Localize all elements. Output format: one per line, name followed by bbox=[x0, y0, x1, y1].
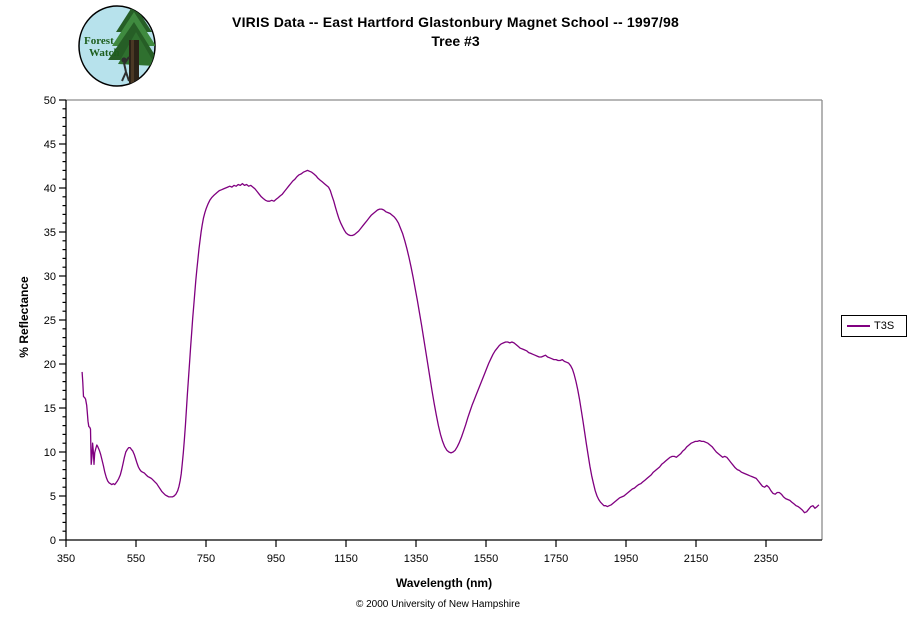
series-line-T3S bbox=[81, 169, 820, 514]
x-tick-label: 1350 bbox=[404, 553, 428, 565]
x-tick-label: 1150 bbox=[334, 553, 358, 565]
x-tick-label: 1550 bbox=[474, 553, 498, 565]
x-axis-title: Wavelength (nm) bbox=[395, 576, 493, 590]
forest-watch-logo: Forest Watch bbox=[78, 5, 156, 87]
y-tick-label: 30 bbox=[44, 271, 56, 283]
copyright-text: © 2000 University of New Hampshire bbox=[355, 599, 521, 610]
chart-title-block: VIRIS Data -- East Hartford Glastonbury … bbox=[0, 14, 911, 49]
legend-line-sample bbox=[847, 325, 870, 327]
y-tick-label: 35 bbox=[44, 227, 56, 239]
y-tick-label: 5 bbox=[50, 491, 56, 503]
chart-title-line2: Tree #3 bbox=[431, 33, 480, 49]
y-tick-label: 40 bbox=[44, 183, 56, 195]
legend-series-label: T3S bbox=[874, 319, 895, 332]
y-tick-label: 0 bbox=[50, 535, 56, 547]
person-icon bbox=[121, 56, 130, 82]
y-tick-label: 45 bbox=[44, 139, 56, 151]
x-tick-label: 2150 bbox=[684, 553, 708, 565]
x-tick-label: 950 bbox=[267, 553, 285, 565]
x-tick-label: 750 bbox=[197, 553, 215, 565]
x-tick-label: 1750 bbox=[544, 553, 568, 565]
y-tick-label: 25 bbox=[44, 315, 56, 327]
y-tick-label: 15 bbox=[44, 403, 56, 415]
y-tick-label: 10 bbox=[44, 447, 56, 459]
logo-text-line2: Watch bbox=[89, 47, 120, 59]
x-tick-label: 2350 bbox=[754, 553, 778, 565]
x-tick-label: 550 bbox=[127, 553, 145, 565]
logo-text-line1: Forest bbox=[84, 35, 114, 47]
legend-box: T3S bbox=[841, 315, 907, 337]
x-tick-label: 1950 bbox=[614, 553, 638, 565]
x-tick-label: 350 bbox=[57, 553, 75, 565]
y-axis-title: % Reflectance bbox=[17, 276, 31, 358]
y-tick-label: 20 bbox=[44, 359, 56, 371]
y-tick-label: 50 bbox=[44, 95, 56, 107]
chart-title-line1: VIRIS Data -- East Hartford Glastonbury … bbox=[232, 14, 679, 30]
